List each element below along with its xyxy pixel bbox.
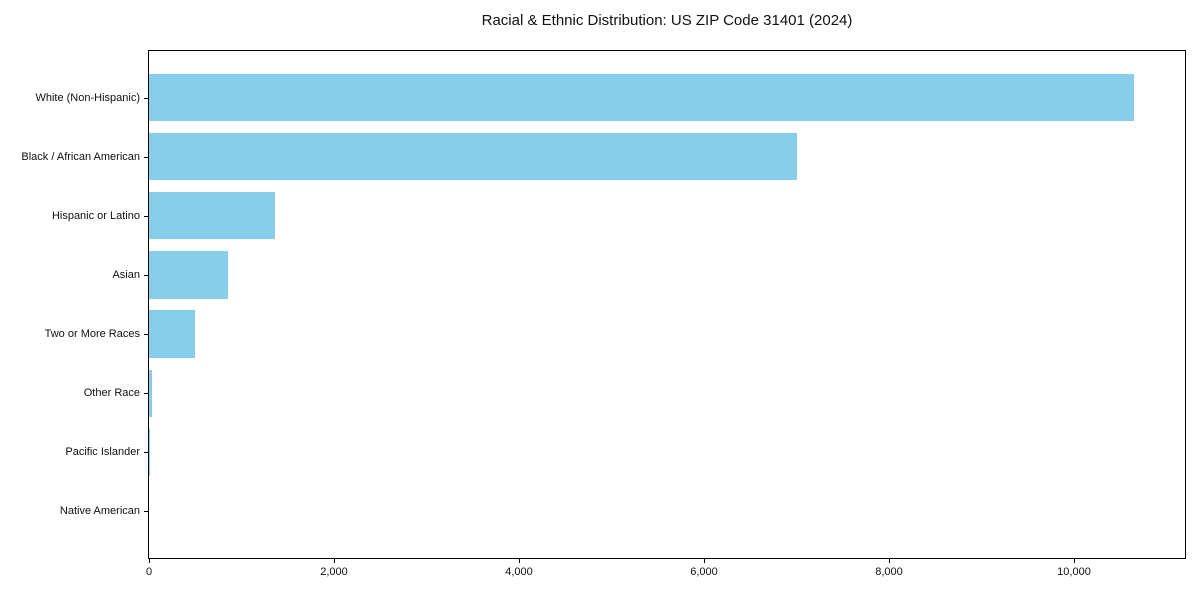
x-tick-mark	[519, 559, 520, 563]
bar-black-african-american	[149, 133, 797, 181]
bar-two-or-more-races	[149, 310, 196, 358]
x-tick-mark	[334, 559, 335, 563]
bar-white-non-hispanic	[149, 74, 1135, 122]
y-tick-mark	[144, 511, 148, 512]
bar-pacific-islander	[149, 428, 150, 476]
x-tick-label-0: 0	[145, 566, 153, 578]
y-tick-label-black-african-american: Black / African American	[21, 151, 140, 163]
y-tick-label-pacific-islander: Pacific Islander	[65, 446, 140, 458]
x-tick-label-6000: 6,000	[690, 566, 718, 578]
x-tick-mark	[704, 559, 705, 563]
x-tick-label-8000: 8,000	[875, 566, 903, 578]
y-tick-mark	[144, 334, 148, 335]
y-tick-mark	[144, 216, 148, 217]
y-tick-mark	[144, 98, 148, 99]
y-tick-label-white-non-hispanic: White (Non-Hispanic)	[35, 92, 140, 104]
chart-title: Racial & Ethnic Distribution: US ZIP Cod…	[481, 12, 853, 29]
y-tick-mark	[144, 452, 148, 453]
x-tick-mark	[889, 559, 890, 563]
y-tick-label-two-or-more-races: Two or More Races	[44, 328, 140, 340]
y-tick-mark	[144, 275, 148, 276]
y-tick-label-hispanic-or-latino: Hispanic or Latino	[51, 210, 140, 222]
y-tick-mark	[144, 393, 148, 394]
x-tick-label-4000: 4,000	[505, 566, 533, 578]
y-tick-label-asian: Asian	[112, 269, 140, 281]
y-tick-label-other-race: Other Race	[83, 387, 140, 399]
bar-other-race	[149, 369, 152, 417]
y-tick-label-native-american: Native American	[59, 505, 140, 517]
y-tick-mark	[144, 157, 148, 158]
bar-hispanic-or-latino	[149, 192, 275, 240]
bar-asian	[149, 251, 228, 299]
x-tick-label-10000: 10,000	[1057, 566, 1091, 578]
x-tick-label-2000: 2,000	[320, 566, 348, 578]
plot-area	[148, 50, 1186, 559]
x-tick-mark	[1074, 559, 1075, 563]
x-tick-mark	[149, 559, 150, 563]
